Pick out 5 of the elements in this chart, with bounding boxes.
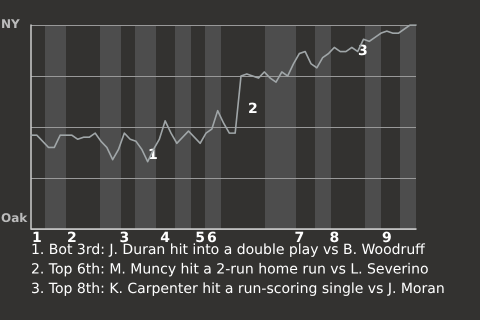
text: Oak (1, 211, 28, 225)
text: NY (1, 17, 20, 31)
text: 3. Top 8th: K. Carpenter hit a run-scoring single vs J. Moran (31, 281, 445, 297)
text: 2. Top 6th: M. Muncy hit a 2-run home run vs L. Severino (31, 262, 429, 278)
annotation: 2 (248, 101, 258, 117)
